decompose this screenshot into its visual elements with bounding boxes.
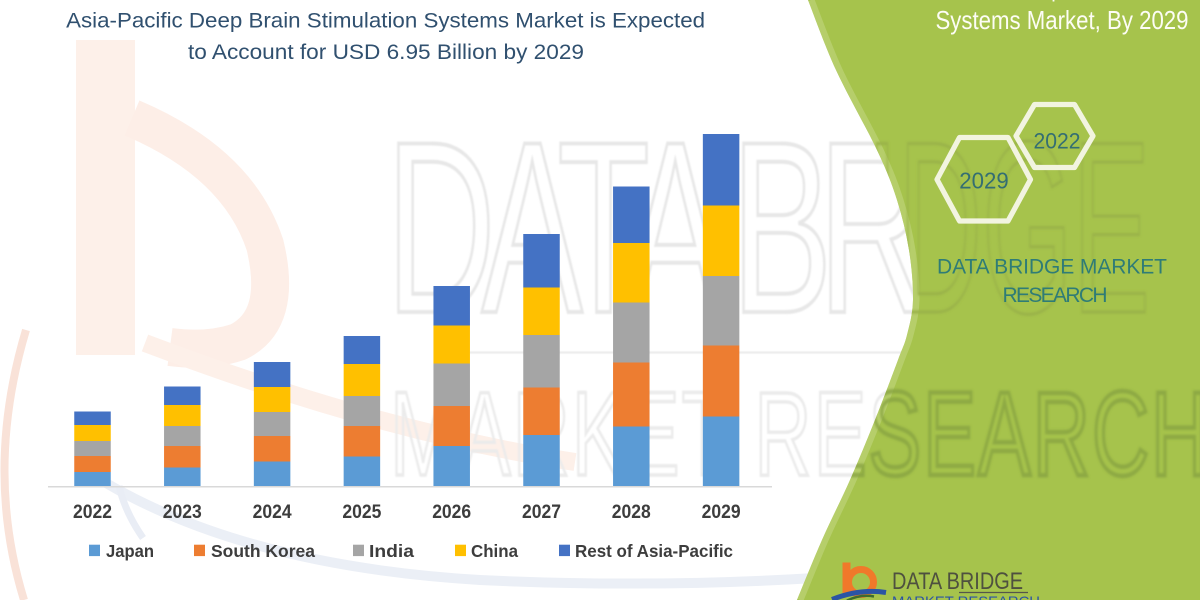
svg-text:2022: 2022 bbox=[1034, 129, 1081, 154]
svg-text:2029: 2029 bbox=[702, 501, 741, 523]
svg-text:China: China bbox=[471, 541, 518, 561]
svg-text:South Korea: South Korea bbox=[211, 541, 315, 561]
svg-text:Rest of Asia-Pacific: Rest of Asia-Pacific bbox=[575, 541, 733, 561]
svg-text:India: India bbox=[369, 541, 414, 561]
svg-text:2029: 2029 bbox=[959, 167, 1008, 193]
svg-text:Asia-Pacific Deep Brain Stimul: Asia-Pacific Deep Brain Stimulation bbox=[902, 0, 1200, 2]
svg-text:2025: 2025 bbox=[342, 501, 381, 523]
svg-text:Systems Market, By 2029: Systems Market, By 2029 bbox=[936, 5, 1189, 35]
svg-text:MARKET RESEARCH: MARKET RESEARCH bbox=[892, 593, 1040, 600]
svg-text:Asia-Pacific Deep Brain Stimul: Asia-Pacific Deep Brain Stimulation Syst… bbox=[66, 10, 705, 33]
svg-text:2022: 2022 bbox=[73, 501, 112, 523]
svg-text:to Account for USD 6.95 Billio: to Account for USD 6.95 Billion by 2029 bbox=[188, 41, 584, 64]
svg-text:2024: 2024 bbox=[253, 501, 292, 523]
svg-text:DATA BRIDGE: DATA BRIDGE bbox=[892, 568, 1023, 595]
svg-text:DATA BRIDGE MARKET: DATA BRIDGE MARKET bbox=[937, 256, 1167, 279]
svg-text:2023: 2023 bbox=[163, 501, 202, 523]
svg-text:2027: 2027 bbox=[522, 501, 561, 523]
svg-text:2026: 2026 bbox=[432, 501, 471, 523]
svg-text:2028: 2028 bbox=[612, 501, 651, 523]
svg-text:Japan: Japan bbox=[106, 541, 154, 561]
svg-text:RESEARCH: RESEARCH bbox=[1003, 284, 1108, 307]
